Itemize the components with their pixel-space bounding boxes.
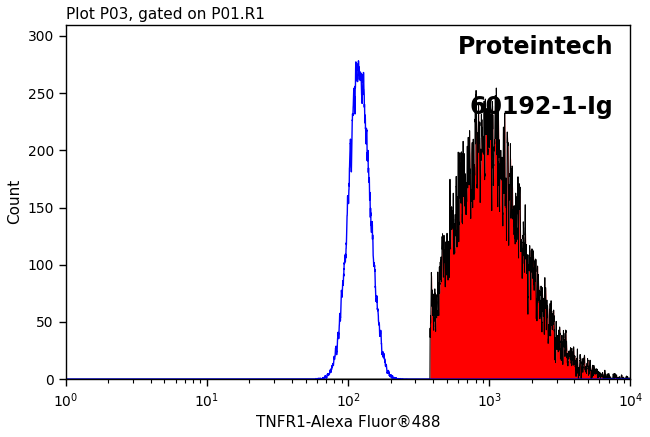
Text: Proteintech: Proteintech xyxy=(458,35,614,59)
X-axis label: TNFR1-Alexa Fluor®488: TNFR1-Alexa Fluor®488 xyxy=(256,415,440,430)
Y-axis label: Count: Count xyxy=(7,179,22,225)
Text: 60192-1-Ig: 60192-1-Ig xyxy=(470,95,614,119)
Text: Plot P03, gated on P01.R1: Plot P03, gated on P01.R1 xyxy=(66,7,265,22)
